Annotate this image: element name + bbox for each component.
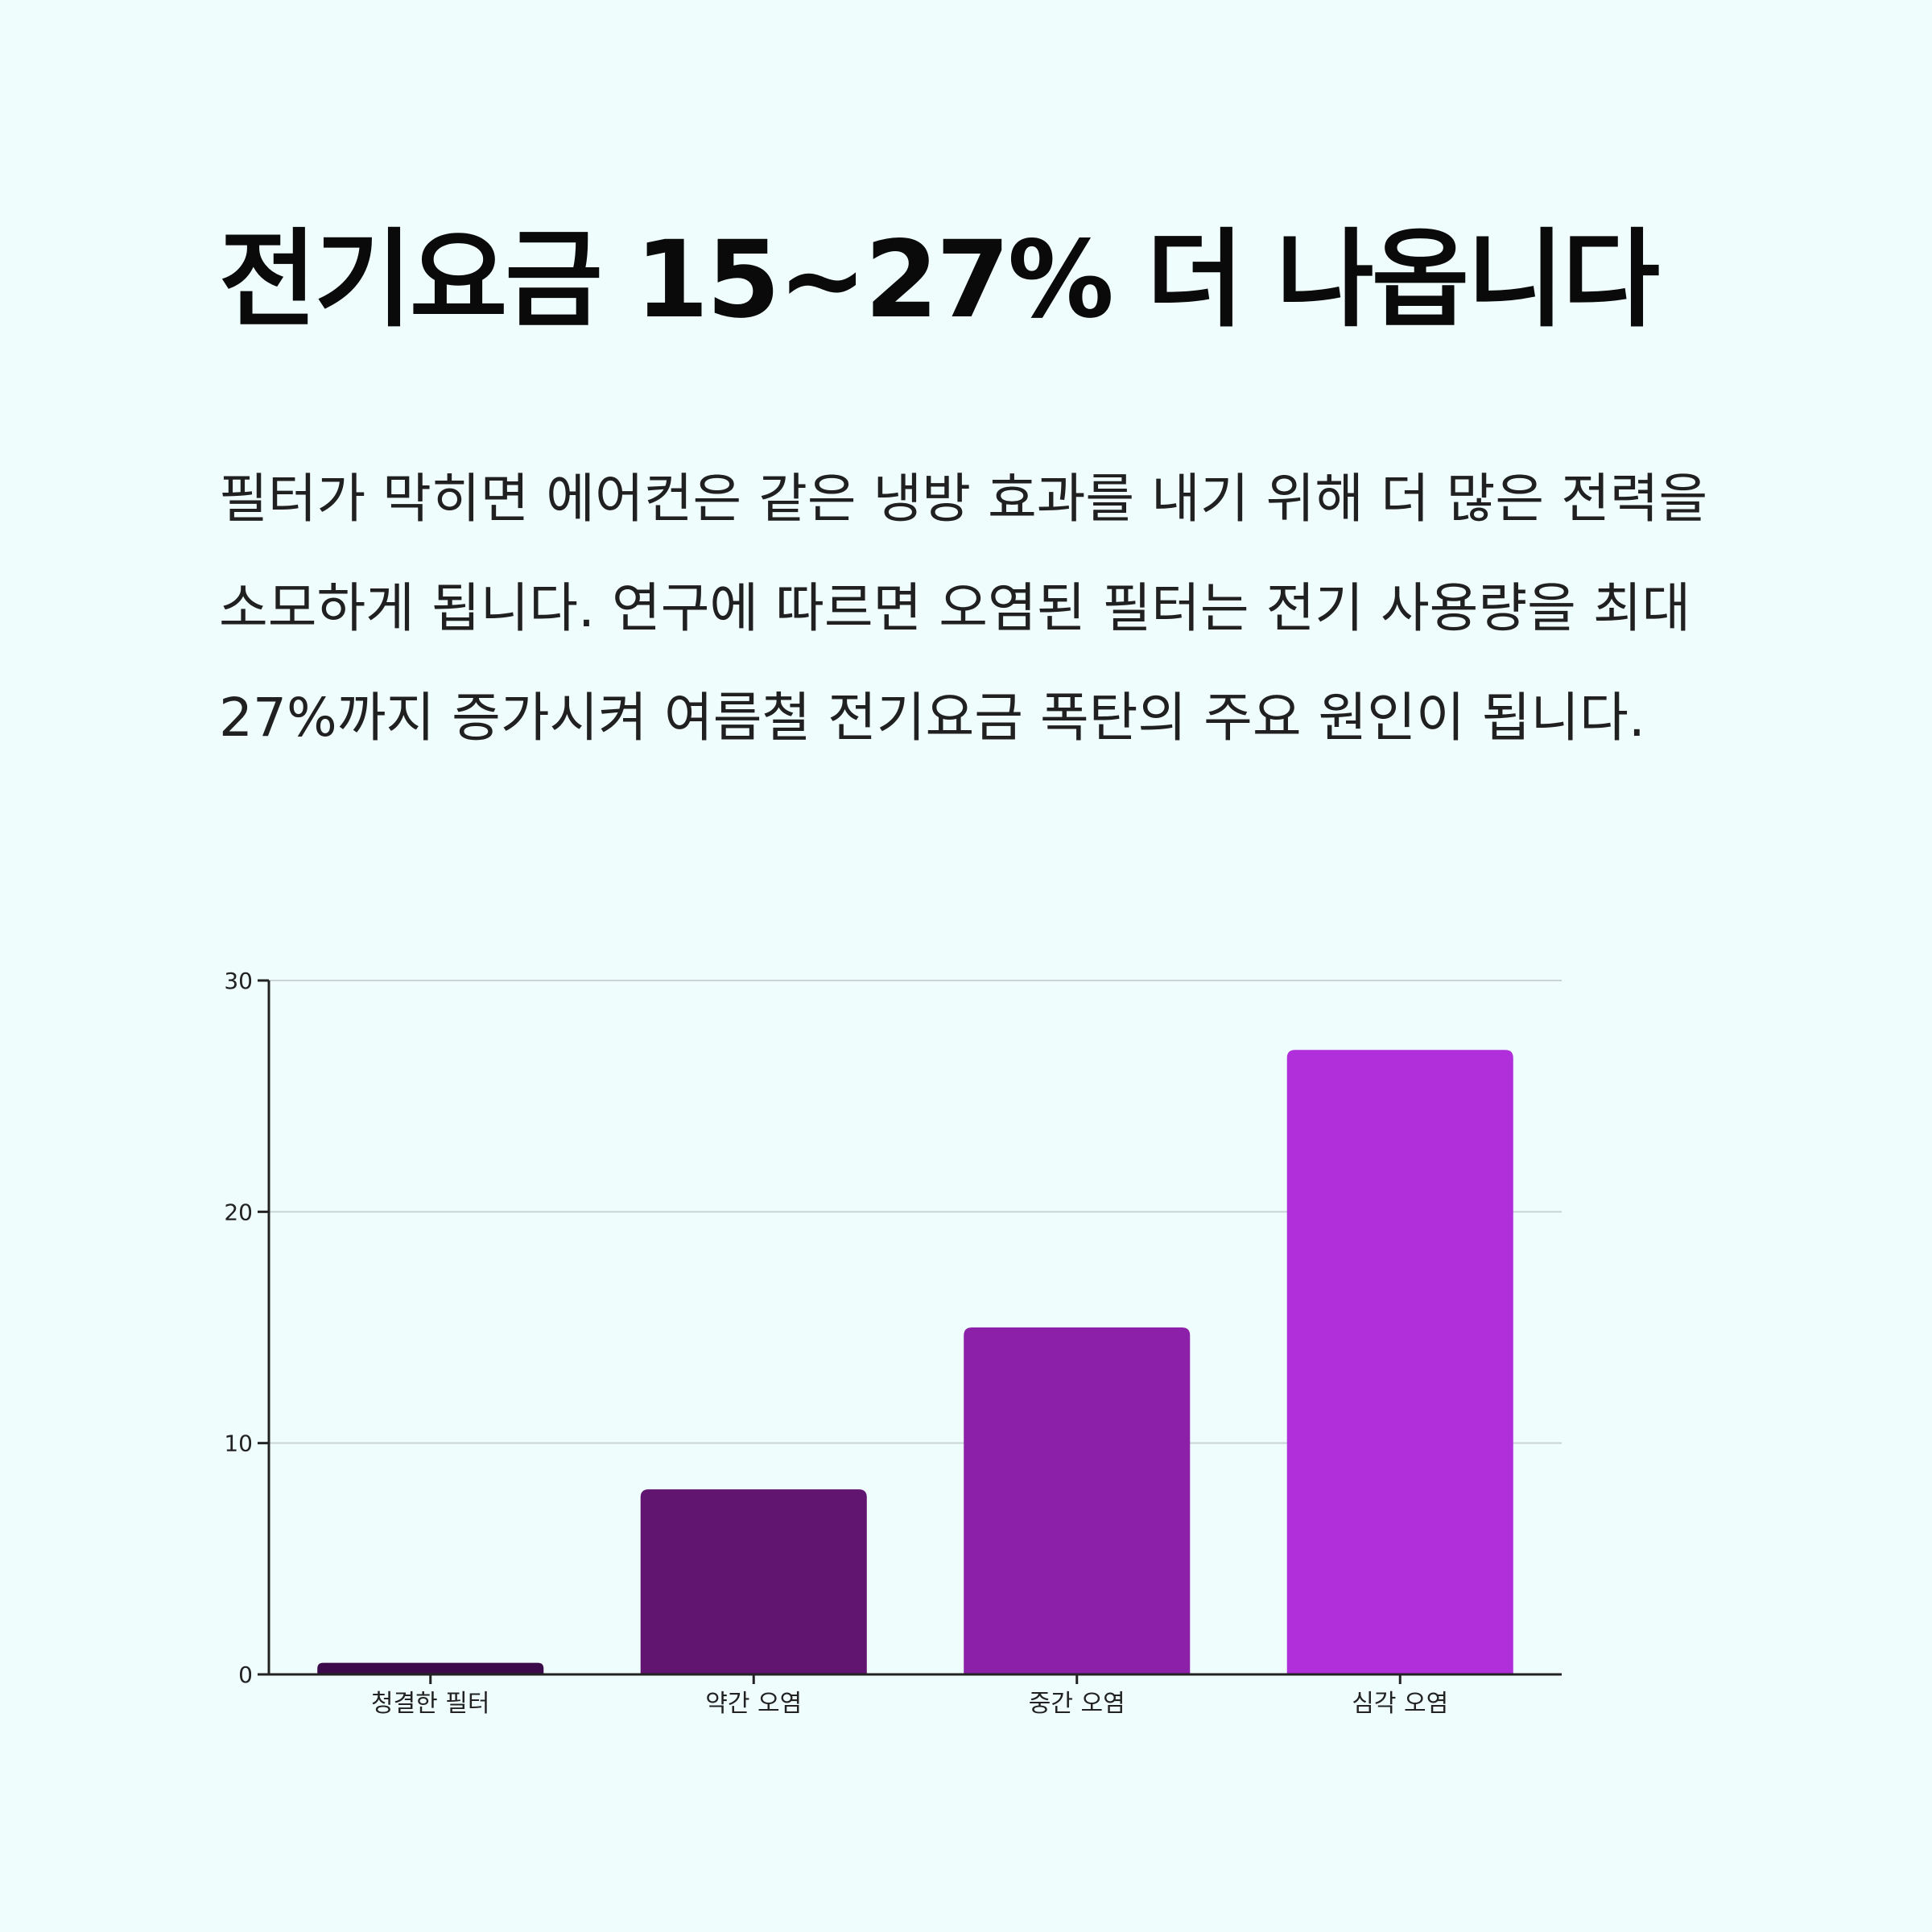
bar-2 (640, 1489, 867, 1674)
x-tick-label: 중간 오염 (1029, 1690, 1125, 1718)
y-tick-label: 30 (224, 968, 253, 994)
bars (317, 1050, 1513, 1674)
bar-3 (964, 1327, 1191, 1674)
x-tick-label: 청결한 필터 (371, 1690, 490, 1718)
y-tick-label: 10 (224, 1430, 253, 1457)
x-tick-label: 심각 오염 (1352, 1690, 1448, 1718)
axes (258, 979, 1562, 1684)
page-title: 전기요금 15~27% 더 나옵니다 (219, 218, 1660, 342)
y-tick-label: 20 (224, 1199, 253, 1225)
tick-labels: 0 10 20 30 청결한 필터 약간 오염 중간 오염 심각 오염 (224, 968, 1448, 1718)
bar-1 (317, 1662, 544, 1674)
y-tick-label: 0 (238, 1662, 253, 1688)
body-paragraph: 필터가 막히면 에어컨은 같은 냉방 효과를 내기 위해 더 많은 전력을 소모… (219, 468, 1708, 749)
bar-4 (1286, 1050, 1513, 1674)
x-tick-label: 약간 오염 (705, 1690, 802, 1718)
bar-chart: 0 10 20 30 청결한 필터 약간 오염 중간 오염 심각 오염 (224, 968, 1562, 1718)
